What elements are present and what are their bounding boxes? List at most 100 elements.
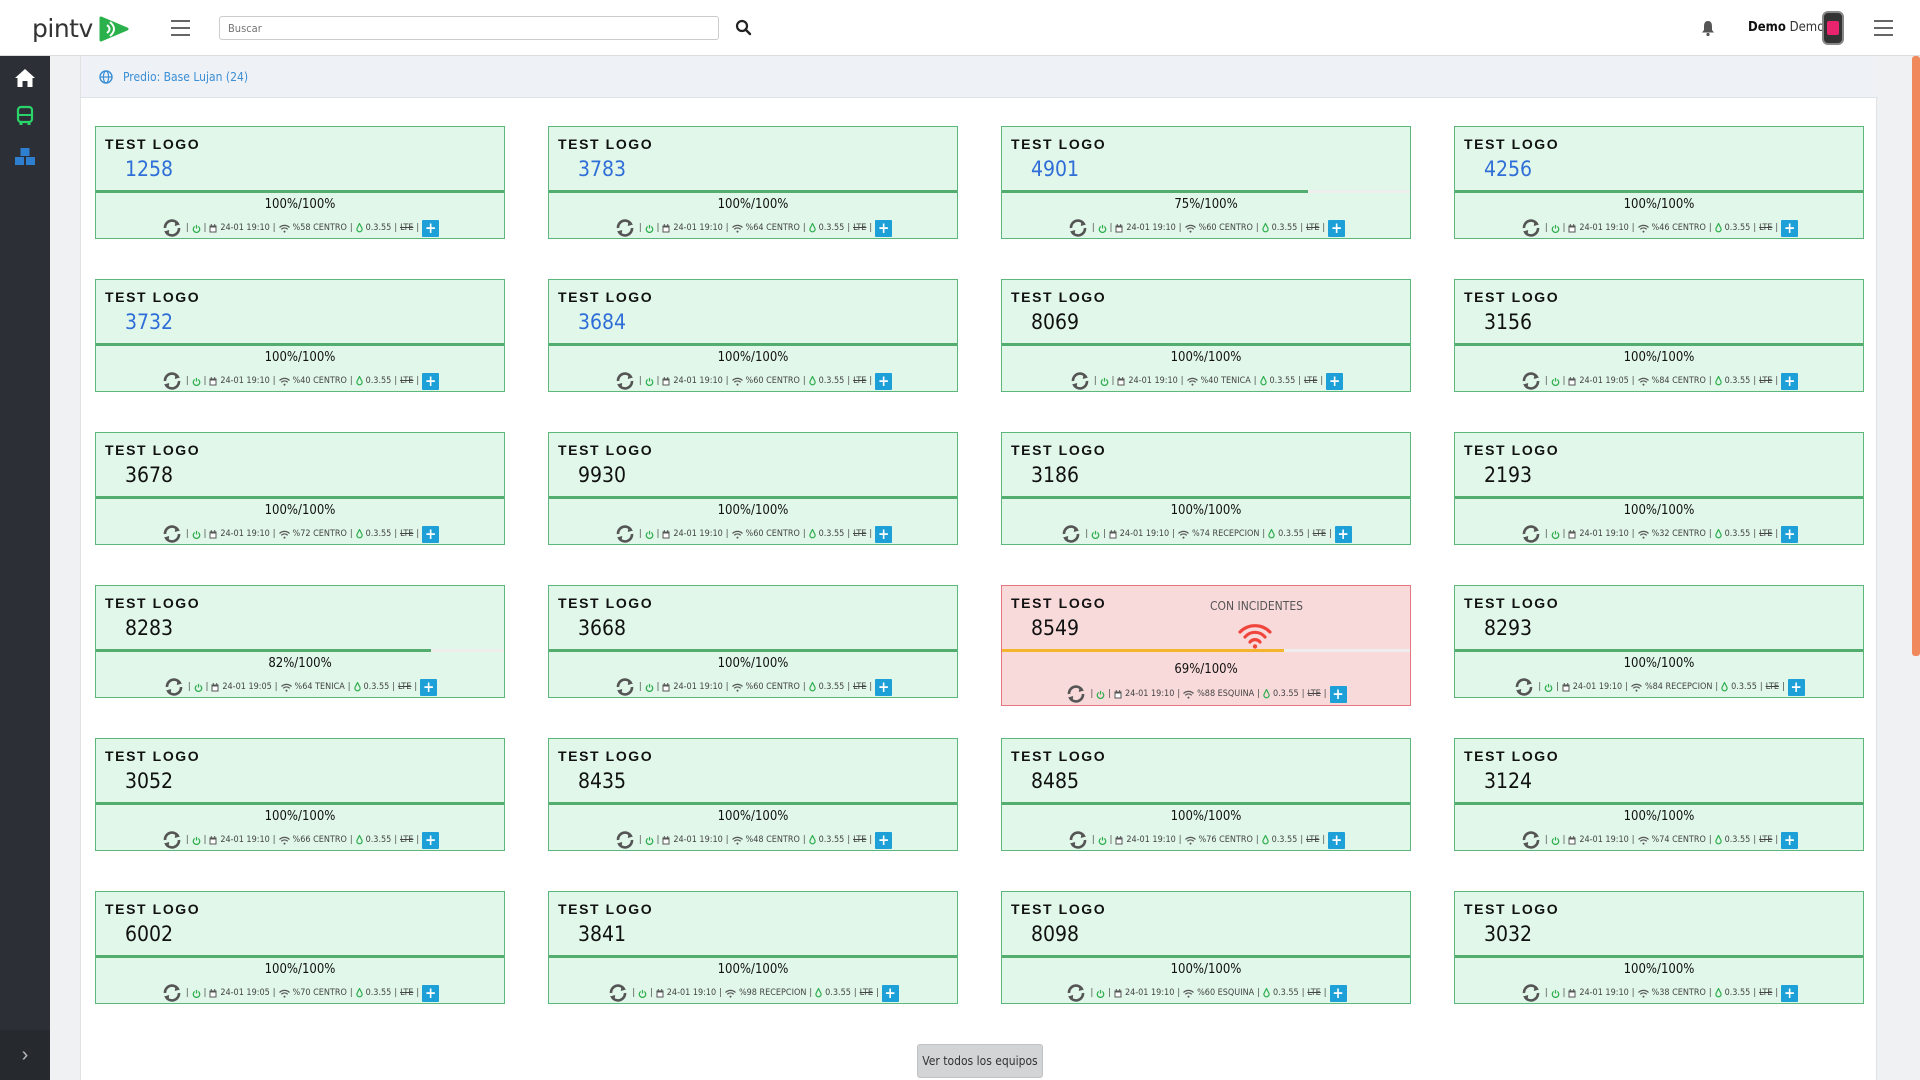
device-id[interactable]: 8435 [578,769,627,793]
add-icon[interactable]: + [422,372,440,390]
add-icon[interactable]: + [420,678,438,696]
refresh-icon[interactable] [1520,524,1542,544]
device-card[interactable]: TEST LOGO 3156 100%/100% | | 24- [1454,279,1864,392]
device-id[interactable]: 8485 [1031,769,1080,793]
device-card[interactable]: TEST LOGO 8283 82%/100% | | 24-0 [95,585,505,698]
device-id[interactable]: 2193 [1484,463,1533,487]
refresh-icon[interactable] [607,983,629,1003]
add-icon[interactable]: + [1781,831,1799,849]
refresh-icon[interactable] [1513,677,1535,697]
refresh-icon[interactable] [614,677,636,697]
device-id[interactable]: 3732 [125,310,174,334]
add-icon[interactable]: + [875,219,893,237]
device-card[interactable]: TEST LOGO 3186 100%/100% | | 24- [1001,432,1411,545]
device-id[interactable]: 6002 [125,922,174,946]
device-id[interactable]: 8283 [125,616,174,640]
add-icon[interactable]: + [1334,525,1352,543]
device-card[interactable]: TEST LOGO 3052 100%/100% | | 24- [95,738,505,851]
refresh-icon[interactable] [614,524,636,544]
device-id[interactable]: 3032 [1484,922,1533,946]
device-id[interactable]: 3783 [578,157,627,181]
refresh-icon[interactable] [614,371,636,391]
device-card[interactable]: TEST LOGO 8098 100%/100% | | 24- [1001,891,1411,1004]
refresh-icon[interactable] [161,524,183,544]
refresh-icon[interactable] [1520,830,1542,850]
add-icon[interactable]: + [1787,678,1805,696]
add-icon[interactable]: + [875,372,893,390]
device-id[interactable]: 3684 [578,310,627,334]
options-menu-icon[interactable] [1874,20,1893,36]
add-icon[interactable]: + [1328,219,1346,237]
device-card[interactable]: TEST LOGO 3684 100%/100% | | 24- [548,279,958,392]
device-card[interactable]: TEST LOGO 1258 100%/100% | | 24- [95,126,505,239]
search-icon[interactable] [733,17,755,39]
device-id[interactable]: 8069 [1031,310,1080,334]
device-id[interactable]: 4901 [1031,157,1080,181]
device-card-alert[interactable]: TEST LOGO 8549 69%/100% | | 24-0 [1001,585,1411,706]
breadcrumb-label[interactable]: Predio: Base Lujan (24) [123,69,249,84]
sidebar-toggle-menu-icon[interactable] [171,20,190,36]
add-icon[interactable]: + [422,831,440,849]
device-card[interactable]: TEST LOGO 4901 75%/100% | | 24-0 [1001,126,1411,239]
add-icon[interactable]: + [1781,525,1799,543]
app-logo[interactable]: pintv [32,14,129,43]
device-id[interactable]: 3678 [125,463,174,487]
add-icon[interactable]: + [422,219,440,237]
home-icon[interactable] [13,66,37,90]
device-id[interactable]: 3156 [1484,310,1533,334]
device-id[interactable]: 3668 [578,616,627,640]
refresh-icon[interactable] [163,677,185,697]
search-input[interactable] [219,16,719,40]
device-id[interactable]: 3186 [1031,463,1080,487]
device-card[interactable]: TEST LOGO 4256 100%/100% | | 24- [1454,126,1864,239]
device-card[interactable]: TEST LOGO 8485 100%/100% | | 24- [1001,738,1411,851]
add-icon[interactable]: + [1328,831,1346,849]
refresh-icon[interactable] [1065,684,1087,704]
add-icon[interactable]: + [1329,685,1347,703]
add-icon[interactable]: + [422,525,440,543]
device-id[interactable]: 8549 [1031,616,1080,640]
refresh-icon[interactable] [1060,524,1082,544]
refresh-icon[interactable] [161,983,183,1003]
refresh-icon[interactable] [1065,983,1087,1003]
device-card[interactable]: TEST LOGO 3668 100%/100% | | 24- [548,585,958,698]
add-icon[interactable]: + [875,525,893,543]
add-icon[interactable]: + [881,984,899,1002]
sidebar-expand-chevron-icon[interactable]: › [0,1030,50,1080]
add-icon[interactable]: + [1326,372,1344,390]
refresh-icon[interactable] [1520,983,1542,1003]
refresh-icon[interactable] [1067,830,1089,850]
bus-icon[interactable] [13,104,37,128]
add-icon[interactable]: + [875,678,893,696]
device-id[interactable]: 3841 [578,922,627,946]
add-icon[interactable]: + [1781,984,1799,1002]
device-card[interactable]: TEST LOGO 3032 100%/100% | | 24- [1454,891,1864,1004]
refresh-icon[interactable] [614,830,636,850]
device-id[interactable]: 9930 [578,463,627,487]
refresh-icon[interactable] [1520,371,1542,391]
device-id[interactable]: 8098 [1031,922,1080,946]
device-card[interactable]: TEST LOGO 9930 100%/100% | | 24- [548,432,958,545]
refresh-icon[interactable] [161,371,183,391]
boxes-icon[interactable] [13,144,37,168]
device-card[interactable]: TEST LOGO 3783 100%/100% | | 24- [548,126,958,239]
scrollbar[interactable] [1912,56,1920,656]
device-card[interactable]: TEST LOGO 3678 100%/100% | | 24- [95,432,505,545]
refresh-icon[interactable] [1520,218,1542,238]
refresh-icon[interactable] [1067,218,1089,238]
add-icon[interactable]: + [1329,984,1347,1002]
device-card[interactable]: TEST LOGO 8293 100%/100% | | 24- [1454,585,1864,698]
add-icon[interactable]: + [1781,219,1799,237]
device-id[interactable]: 3124 [1484,769,1533,793]
device-id[interactable]: 4256 [1484,157,1533,181]
device-id[interactable]: 3052 [125,769,174,793]
device-id[interactable]: 8293 [1484,616,1533,640]
device-card[interactable]: TEST LOGO 3124 100%/100% | | 24- [1454,738,1864,851]
device-card[interactable]: TEST LOGO 3841 100%/100% | | 24- [548,891,958,1004]
avatar[interactable] [1822,11,1844,45]
add-icon[interactable]: + [875,831,893,849]
refresh-icon[interactable] [614,218,636,238]
refresh-icon[interactable] [161,830,183,850]
device-card[interactable]: TEST LOGO 8069 100%/100% | | 24- [1001,279,1411,392]
view-all-devices-button[interactable]: Ver todos los equipos [917,1044,1043,1078]
